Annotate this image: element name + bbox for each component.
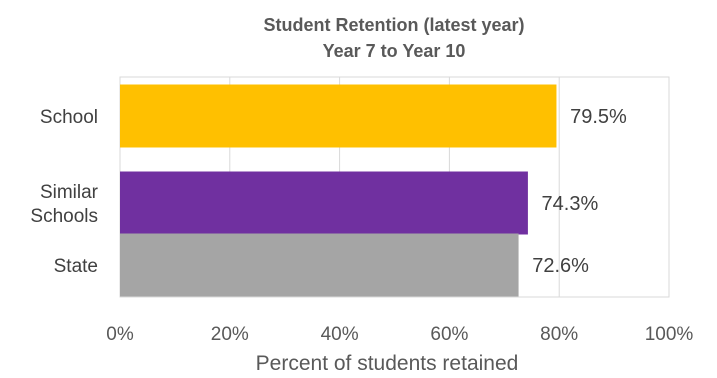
category-label: Similar — [40, 182, 99, 203]
category-label: School — [40, 107, 98, 128]
data-label: 79.5% — [570, 106, 627, 128]
category-label: Schools — [30, 206, 98, 227]
x-tick-label: 80% — [540, 324, 578, 345]
x-tick-label: 60% — [430, 324, 468, 345]
bar — [120, 171, 528, 235]
data-labels: 79.5% 74.3% 72.6% — [532, 106, 627, 277]
category-labels: School Similar Schools State — [30, 107, 98, 277]
data-label: 72.6% — [532, 255, 589, 277]
x-axis-tick-labels: 0% 20% 40% 60% 80% 100% — [106, 324, 693, 345]
category-label: State — [54, 256, 98, 277]
x-axis-title: Percent of students retained — [256, 352, 519, 375]
bars — [120, 84, 557, 297]
chart-title-line-1: Student Retention (latest year) — [263, 15, 524, 35]
chart-title: Student Retention (latest year) Year 7 t… — [263, 15, 524, 61]
x-tick-label: 0% — [106, 324, 134, 345]
x-tick-label: 100% — [645, 324, 694, 345]
data-label: 74.3% — [542, 193, 599, 215]
chart-title-line-2: Year 7 to Year 10 — [323, 41, 466, 61]
bar — [120, 84, 557, 148]
x-tick-label: 40% — [321, 324, 359, 345]
bar — [120, 233, 519, 297]
x-tick-label: 20% — [211, 324, 249, 345]
